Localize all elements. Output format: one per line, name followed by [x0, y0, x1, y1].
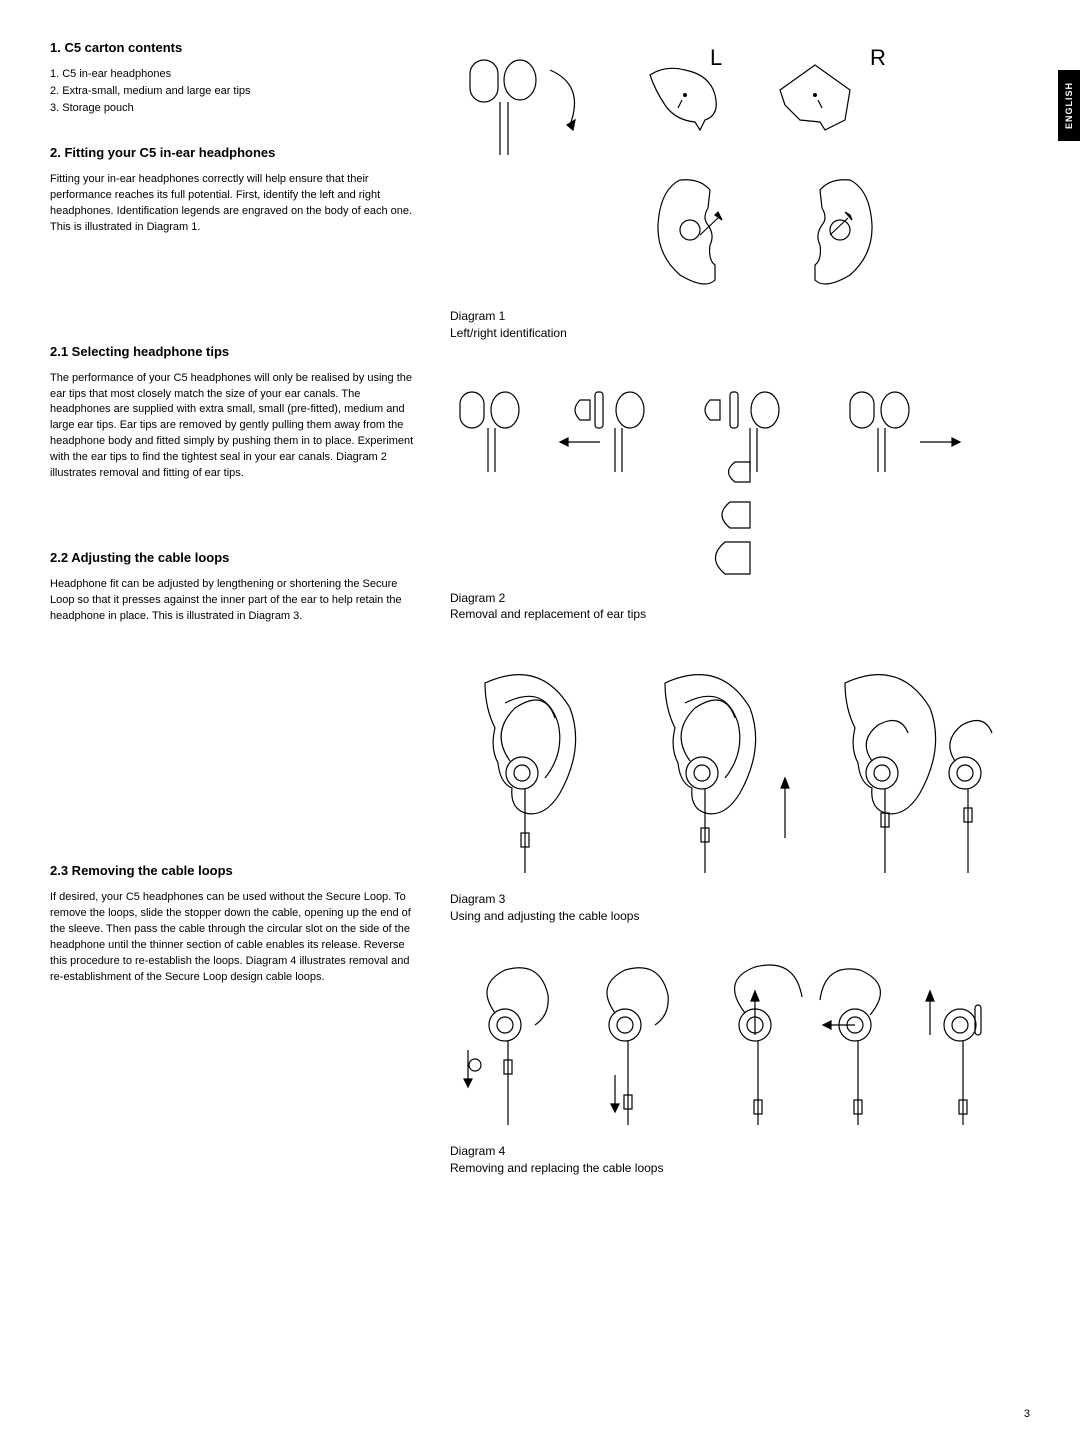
body-text: Fitting your in-ear headphones correctly…	[50, 172, 420, 236]
diagram-label: Diagram 4	[450, 1143, 1030, 1160]
diagram-desc: Using and adjusting the cable loops	[450, 909, 639, 923]
body-text: Headphone fit can be adjusted by lengthe…	[50, 577, 420, 625]
contents-list: 1. C5 in-ear headphones 2. Extra-small, …	[50, 67, 420, 117]
section-selecting-tips: 2.1 Selecting headphone tips The perform…	[50, 344, 420, 483]
diagram-4-svg	[450, 955, 1030, 1135]
svg-text:R: R	[870, 45, 886, 70]
diagram-3-svg	[450, 653, 1030, 883]
list-item: 1. C5 in-ear headphones	[50, 67, 420, 83]
diagram-1-caption: Diagram 1 Left/right identification	[450, 308, 1030, 342]
diagram-desc: Left/right identification	[450, 326, 567, 340]
diagram-3-caption: Diagram 3 Using and adjusting the cable …	[450, 891, 1030, 925]
section-fitting: 2. Fitting your C5 in-ear headphones Fit…	[50, 145, 420, 236]
diagram-1: L R	[450, 40, 1030, 342]
heading-1: 1. C5 carton contents	[50, 40, 420, 55]
page-content: 1. C5 carton contents 1. C5 in-ear headp…	[50, 40, 1030, 1206]
diagram-1-svg: L R	[450, 40, 1010, 300]
section-removing-loops: 2.3 Removing the cable loops If desired,…	[50, 863, 420, 986]
section-carton-contents: 1. C5 carton contents 1. C5 in-ear headp…	[50, 40, 420, 117]
language-tab: ENGLISH	[1058, 70, 1080, 141]
heading-22: 2.2 Adjusting the cable loops	[50, 550, 420, 565]
list-item: 3. Storage pouch	[50, 101, 420, 117]
diagram-3: Diagram 3 Using and adjusting the cable …	[450, 653, 1030, 925]
heading-21: 2.1 Selecting headphone tips	[50, 344, 420, 359]
diagram-desc: Removal and replacement of ear tips	[450, 607, 646, 621]
body-text: If desired, your C5 headphones can be us…	[50, 890, 420, 986]
right-column: L R	[450, 40, 1030, 1206]
diagram-label: Diagram 1	[450, 308, 1030, 325]
heading-2: 2. Fitting your C5 in-ear headphones	[50, 145, 420, 160]
section-adjusting-loops: 2.2 Adjusting the cable loops Headphone …	[50, 550, 420, 625]
diagram-label: Diagram 2	[450, 590, 1030, 607]
heading-23: 2.3 Removing the cable loops	[50, 863, 420, 878]
diagram-4: Diagram 4 Removing and replacing the cab…	[450, 955, 1030, 1177]
svg-text:L: L	[710, 45, 722, 70]
list-item: 2. Extra-small, medium and large ear tip…	[50, 84, 420, 100]
left-column: 1. C5 carton contents 1. C5 in-ear headp…	[50, 40, 420, 1206]
diagram-2: Diagram 2 Removal and replacement of ear…	[450, 372, 1030, 624]
diagram-desc: Removing and replacing the cable loops	[450, 1161, 663, 1175]
diagram-2-caption: Diagram 2 Removal and replacement of ear…	[450, 590, 1030, 624]
page-number: 3	[1024, 1408, 1030, 1420]
diagram-2-svg	[450, 372, 1030, 582]
diagram-label: Diagram 3	[450, 891, 1030, 908]
diagram-4-caption: Diagram 4 Removing and replacing the cab…	[450, 1143, 1030, 1177]
body-text: The performance of your C5 headphones wi…	[50, 371, 420, 483]
